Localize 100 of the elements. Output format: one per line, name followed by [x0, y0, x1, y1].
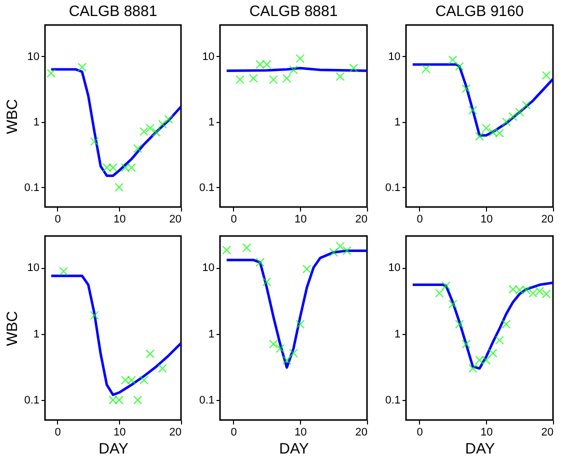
point: [495, 336, 504, 345]
point: [90, 137, 99, 146]
point: [222, 246, 232, 255]
point: [236, 75, 245, 84]
x-tick-label: 10: [480, 426, 493, 438]
chart-title: CALGB 8881: [249, 3, 338, 20]
point: [90, 310, 99, 320]
point: [508, 284, 518, 294]
y-tick-label: 0.1: [199, 394, 214, 407]
point: [442, 281, 451, 290]
point: [434, 288, 444, 298]
point: [268, 340, 278, 349]
point: [528, 288, 538, 298]
point: [482, 124, 491, 133]
x-tick-label: 10: [114, 214, 126, 226]
y-tick-label: 1: [33, 328, 40, 340]
y-axis-title: WBC: [4, 98, 22, 134]
x-tick-label: 0: [416, 426, 423, 438]
y-tick-label: 10: [202, 262, 214, 274]
x-axis-title: DAY: [465, 440, 495, 458]
y-tick-label: 10: [27, 50, 40, 63]
point: [78, 62, 87, 72]
point: [158, 120, 167, 129]
x-tick-label: 20: [169, 214, 182, 226]
y-tick-label: 0.1: [385, 394, 400, 407]
point: [114, 396, 124, 405]
point: [454, 320, 464, 329]
y-tick-label: 10: [388, 262, 400, 274]
point: [522, 100, 531, 110]
point: [468, 106, 478, 115]
x-tick-label: 0: [230, 214, 237, 226]
x-tick-label: 10: [294, 426, 307, 438]
point: [462, 340, 471, 349]
x-tick-label: 0: [54, 214, 61, 226]
point: [248, 74, 258, 83]
point: [535, 286, 544, 296]
point: [336, 72, 345, 82]
point: [289, 65, 298, 74]
point: [454, 62, 464, 71]
point: [127, 376, 136, 385]
x-tick-label: 10: [480, 214, 493, 226]
x-tick-label: 0: [416, 214, 423, 226]
point: [276, 344, 285, 353]
y-tick-label: 0.1: [199, 182, 214, 194]
point: [256, 258, 265, 267]
point: [108, 163, 118, 172]
point: [508, 112, 518, 122]
y-tick-label: 1: [33, 116, 40, 128]
point: [282, 356, 292, 365]
point: [146, 124, 155, 133]
point: [336, 242, 345, 251]
point: [133, 144, 142, 154]
line-series: [225, 249, 367, 369]
point: [522, 285, 531, 294]
y-axis-title: WBC: [4, 310, 22, 346]
y-tick-label: 10: [27, 262, 40, 274]
point: [139, 127, 148, 136]
point: [482, 356, 491, 365]
point: [133, 396, 142, 405]
point: [515, 285, 524, 294]
point: [289, 348, 298, 358]
point: [146, 349, 155, 358]
y-tick-label: 0.1: [24, 394, 40, 407]
y-tick-label: 0.1: [385, 182, 400, 194]
x-tick-label: 0: [54, 426, 61, 438]
chart-title: CALGB 8881: [68, 3, 158, 20]
point: [114, 182, 124, 192]
point: [302, 264, 312, 274]
point: [349, 64, 358, 73]
y-tick-label: 1: [394, 328, 400, 340]
point: [542, 70, 551, 80]
point: [152, 128, 161, 137]
y-tick-label: 10: [202, 50, 214, 63]
point: [59, 266, 68, 276]
point: [164, 114, 174, 124]
x-tick-label: 20: [355, 214, 368, 226]
chart-title: CALGB 9160: [435, 3, 524, 20]
x-tick-label: 20: [541, 214, 554, 226]
x-tick-label: 10: [114, 426, 126, 438]
point: [120, 163, 130, 172]
point: [268, 75, 278, 84]
point: [158, 364, 167, 373]
point: [468, 364, 478, 373]
point: [127, 163, 136, 172]
point: [282, 74, 292, 83]
y-tick-label: 0.1: [24, 182, 40, 194]
y-tick-label: 1: [208, 116, 214, 128]
point: [488, 348, 498, 358]
x-axis-title: DAY: [279, 440, 309, 458]
point: [495, 128, 504, 138]
point: [502, 117, 511, 126]
y-tick-label: 1: [394, 116, 400, 128]
point: [139, 376, 148, 385]
point: [296, 54, 305, 64]
point: [542, 289, 551, 298]
y-tick-label: 1: [208, 328, 214, 340]
point: [242, 243, 252, 252]
point: [475, 132, 484, 141]
point: [256, 60, 265, 69]
point: [102, 163, 112, 172]
